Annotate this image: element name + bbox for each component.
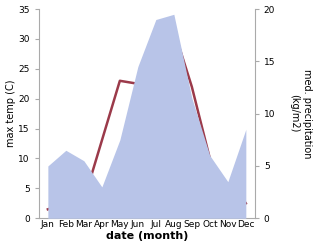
X-axis label: date (month): date (month)	[106, 231, 188, 242]
Y-axis label: max temp (C): max temp (C)	[5, 80, 16, 147]
Y-axis label: med. precipitation
(kg/m2): med. precipitation (kg/m2)	[289, 69, 313, 158]
